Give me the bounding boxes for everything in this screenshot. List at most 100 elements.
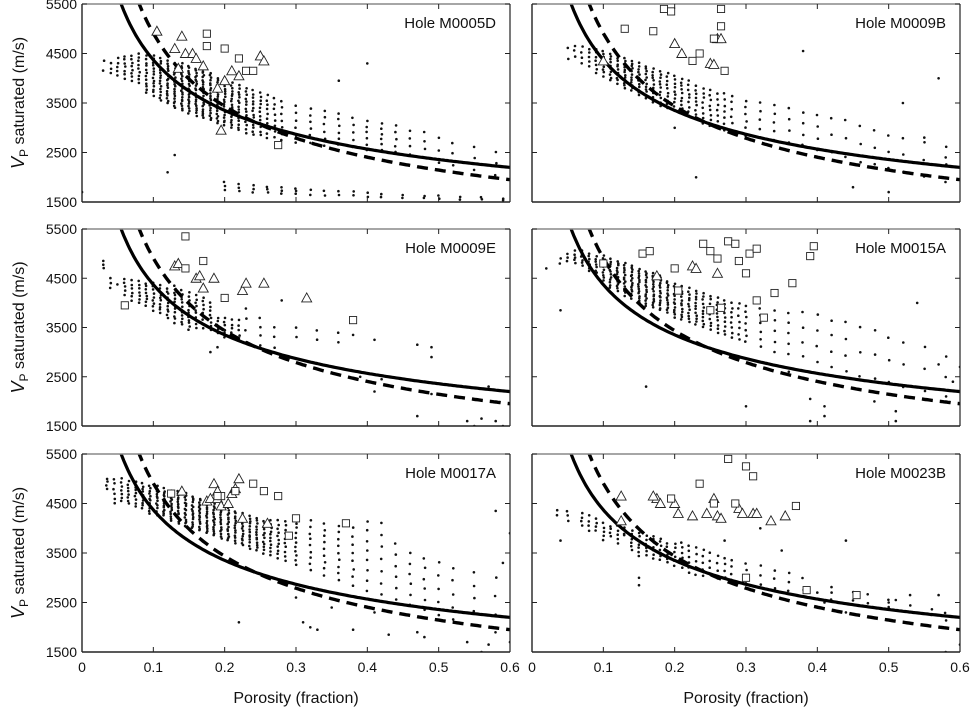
data-point xyxy=(680,84,683,87)
data-point xyxy=(744,99,748,103)
data-point xyxy=(272,107,276,111)
square-marker xyxy=(181,232,190,241)
data-point xyxy=(198,501,201,504)
data-point xyxy=(294,545,297,549)
data-point xyxy=(908,593,912,597)
data-point xyxy=(472,584,476,588)
y-tick-label: 4500 xyxy=(46,46,77,62)
data-point xyxy=(112,478,116,481)
data-point xyxy=(170,502,173,506)
data-point xyxy=(366,191,370,194)
data-point xyxy=(637,61,641,64)
data-point xyxy=(223,119,226,123)
data-point xyxy=(212,515,216,519)
data-point xyxy=(216,316,220,320)
data-point xyxy=(219,513,222,517)
data-point xyxy=(458,198,462,201)
data-point xyxy=(237,126,240,130)
data-point xyxy=(273,326,276,329)
data-point xyxy=(587,55,591,59)
data-point xyxy=(237,318,241,322)
data-point xyxy=(309,568,313,572)
data-point xyxy=(248,538,251,541)
data-point xyxy=(387,633,391,636)
data-point xyxy=(630,73,634,76)
data-point xyxy=(337,189,340,193)
square-marker xyxy=(809,242,818,251)
data-point xyxy=(233,534,237,537)
data-point xyxy=(269,543,273,546)
data-point xyxy=(602,279,605,282)
data-point xyxy=(315,329,319,332)
data-point xyxy=(215,112,219,116)
data-point xyxy=(730,107,733,111)
data-point xyxy=(262,519,265,523)
data-point xyxy=(141,503,144,507)
data-point xyxy=(380,521,383,525)
y-axis-title-rest: saturated (m/s) xyxy=(11,487,28,599)
data-point xyxy=(623,68,627,72)
data-point xyxy=(145,297,149,301)
data-point xyxy=(266,187,269,191)
data-point xyxy=(195,82,199,86)
data-point xyxy=(294,531,298,535)
data-point xyxy=(209,316,213,320)
data-point xyxy=(252,187,255,191)
data-point xyxy=(252,133,255,136)
data-point xyxy=(295,522,298,525)
data-point xyxy=(194,301,197,305)
data-point xyxy=(686,83,690,87)
data-point xyxy=(165,287,169,290)
data-point xyxy=(256,522,259,525)
data-point xyxy=(609,260,613,264)
triangle-marker xyxy=(701,507,713,518)
triangle-marker xyxy=(236,284,249,296)
data-point xyxy=(173,315,176,318)
data-point xyxy=(177,511,180,515)
data-point xyxy=(173,321,176,325)
data-point xyxy=(709,118,713,122)
data-point xyxy=(651,287,655,291)
data-point xyxy=(130,79,134,83)
data-point xyxy=(269,550,272,553)
data-point xyxy=(622,276,626,280)
data-point xyxy=(229,84,233,87)
data-point xyxy=(645,276,649,279)
data-point xyxy=(259,325,262,329)
data-point xyxy=(694,100,698,103)
square-marker xyxy=(599,259,608,268)
data-point xyxy=(138,70,141,74)
data-point xyxy=(666,87,669,90)
data-point xyxy=(352,190,356,193)
square-marker xyxy=(724,454,733,464)
data-point xyxy=(944,355,948,358)
data-point xyxy=(580,516,584,520)
data-point xyxy=(722,92,726,95)
data-point xyxy=(617,262,620,265)
data-point xyxy=(602,274,605,277)
data-point xyxy=(152,292,156,295)
data-point xyxy=(248,528,251,531)
data-point xyxy=(637,287,641,291)
data-point xyxy=(630,544,633,548)
data-point xyxy=(201,83,205,86)
square-marker xyxy=(284,531,293,540)
triangle-marker xyxy=(651,269,663,281)
data-point xyxy=(801,310,804,314)
data-point xyxy=(465,640,469,644)
data-point xyxy=(588,257,591,261)
data-point xyxy=(233,526,237,530)
data-point xyxy=(716,98,719,101)
data-point xyxy=(230,99,233,103)
data-point xyxy=(208,313,212,317)
data-point xyxy=(152,88,155,92)
data-point xyxy=(637,269,640,273)
square-marker xyxy=(791,501,800,511)
data-point xyxy=(494,631,497,634)
data-point xyxy=(602,65,606,69)
data-point xyxy=(816,313,820,316)
triangle-marker xyxy=(233,472,245,484)
data-point xyxy=(147,509,151,513)
data-point xyxy=(630,62,634,66)
data-point xyxy=(269,553,272,557)
